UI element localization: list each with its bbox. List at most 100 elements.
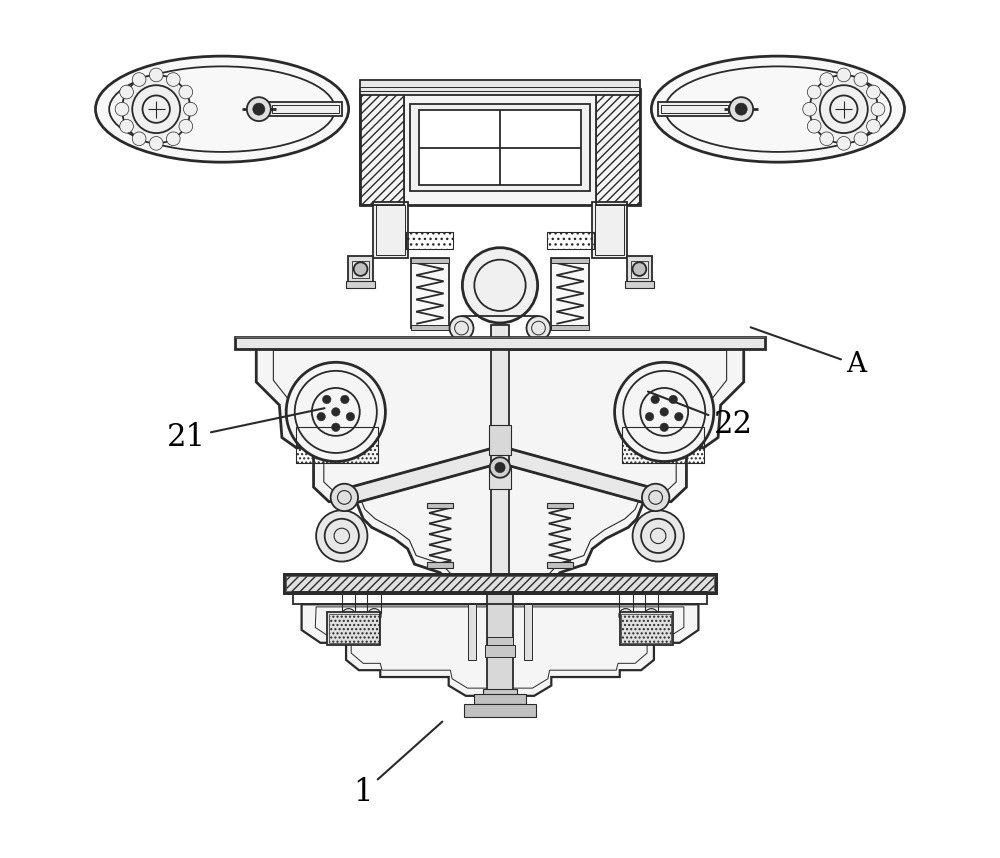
Bar — [619, 591, 633, 613]
Circle shape — [166, 73, 180, 87]
Bar — [464, 704, 536, 717]
Bar — [622, 427, 704, 463]
Circle shape — [735, 103, 747, 115]
Circle shape — [820, 132, 834, 146]
Bar — [483, 689, 517, 696]
Circle shape — [331, 484, 358, 511]
Polygon shape — [344, 446, 500, 506]
Bar — [621, 613, 671, 643]
Bar — [625, 281, 654, 288]
Circle shape — [807, 119, 821, 133]
Polygon shape — [500, 446, 656, 506]
Bar — [329, 613, 379, 643]
Circle shape — [642, 484, 669, 511]
Bar — [596, 89, 640, 205]
Circle shape — [247, 97, 271, 121]
Text: A: A — [751, 327, 866, 378]
Bar — [269, 102, 342, 116]
Bar — [487, 637, 513, 647]
Circle shape — [810, 75, 878, 143]
Bar — [411, 324, 449, 329]
Bar — [284, 574, 716, 593]
Circle shape — [322, 396, 331, 404]
Circle shape — [729, 97, 753, 121]
Circle shape — [115, 102, 129, 116]
Bar — [489, 468, 511, 489]
Circle shape — [527, 316, 550, 340]
Circle shape — [854, 73, 868, 87]
Circle shape — [867, 85, 880, 99]
Bar — [427, 503, 453, 508]
Circle shape — [132, 73, 146, 87]
Bar — [296, 427, 378, 463]
Bar — [360, 89, 404, 205]
Bar — [346, 281, 375, 288]
Circle shape — [619, 608, 633, 622]
Bar — [547, 233, 594, 250]
Circle shape — [651, 396, 659, 404]
Circle shape — [490, 457, 510, 478]
Circle shape — [253, 103, 265, 115]
Bar — [284, 574, 716, 593]
Circle shape — [660, 423, 668, 432]
Bar — [367, 591, 381, 613]
Circle shape — [286, 362, 385, 462]
Bar — [551, 258, 589, 328]
Bar — [411, 258, 449, 263]
Bar — [272, 105, 339, 113]
Bar — [468, 604, 476, 660]
Circle shape — [615, 362, 714, 462]
Bar — [485, 645, 515, 657]
Circle shape — [354, 263, 367, 276]
Bar — [658, 102, 731, 116]
Bar — [373, 202, 408, 258]
Circle shape — [675, 413, 683, 421]
Circle shape — [854, 132, 868, 146]
Circle shape — [633, 511, 684, 561]
Bar — [352, 261, 369, 278]
Circle shape — [837, 136, 851, 150]
Bar — [360, 89, 404, 205]
Bar — [524, 604, 532, 660]
Circle shape — [633, 263, 646, 276]
Circle shape — [645, 413, 654, 421]
Bar — [296, 427, 378, 463]
Bar — [661, 105, 728, 113]
Circle shape — [332, 423, 340, 432]
Bar — [551, 324, 589, 329]
Circle shape — [120, 119, 133, 133]
Circle shape — [316, 511, 367, 561]
Bar — [342, 591, 355, 613]
Bar — [411, 258, 449, 328]
Text: 22: 22 — [648, 391, 753, 440]
Circle shape — [122, 75, 190, 143]
Circle shape — [645, 608, 658, 622]
Circle shape — [120, 85, 133, 99]
Circle shape — [132, 132, 146, 146]
Bar — [592, 202, 627, 258]
Circle shape — [462, 248, 538, 323]
Circle shape — [346, 413, 355, 421]
Bar — [327, 612, 380, 644]
Polygon shape — [302, 604, 698, 696]
Text: 21: 21 — [166, 408, 325, 453]
Bar — [547, 562, 573, 567]
Bar — [622, 427, 704, 463]
Bar — [376, 205, 405, 256]
Bar — [547, 233, 594, 250]
Bar — [410, 104, 590, 191]
Circle shape — [179, 119, 193, 133]
Ellipse shape — [651, 56, 905, 162]
Bar — [491, 324, 509, 591]
Bar — [474, 694, 526, 704]
Circle shape — [149, 136, 163, 150]
Circle shape — [450, 316, 473, 340]
Bar — [286, 576, 714, 591]
Ellipse shape — [95, 56, 349, 162]
Bar — [293, 592, 707, 604]
Polygon shape — [256, 348, 744, 591]
Circle shape — [867, 119, 880, 133]
Circle shape — [367, 608, 381, 622]
Circle shape — [184, 102, 197, 116]
Circle shape — [669, 396, 678, 404]
